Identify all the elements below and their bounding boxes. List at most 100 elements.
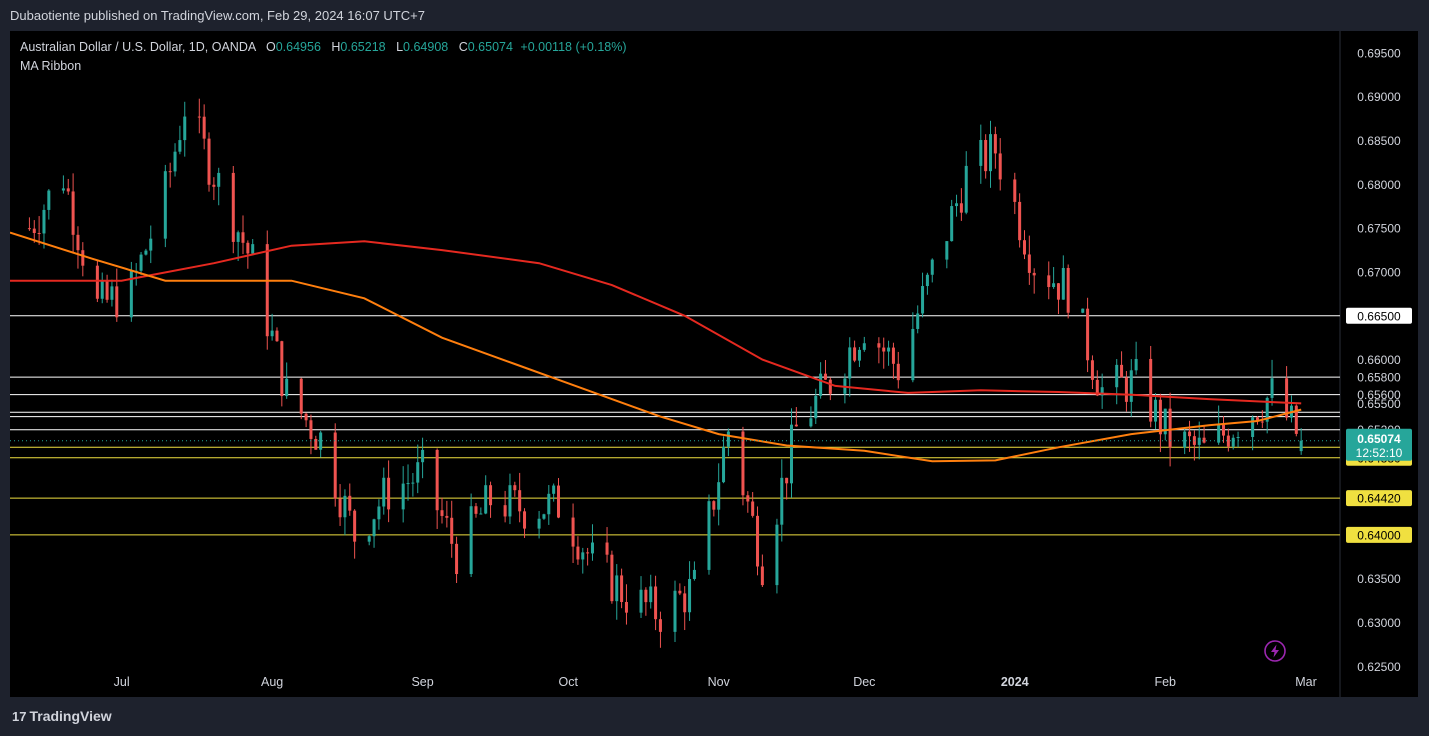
candle-body <box>319 432 323 450</box>
candle-body <box>862 343 866 350</box>
level-price-label: 0.64000 <box>1357 528 1401 542</box>
candle-body <box>251 244 255 254</box>
ma-slow-line <box>10 240 1302 405</box>
candle-body <box>149 238 153 251</box>
candle-body <box>882 347 886 352</box>
candle-body <box>61 188 65 191</box>
x-tick-label: Feb <box>1154 675 1176 689</box>
indicator-label[interactable]: MA Ribbon <box>20 59 82 73</box>
candle-body <box>333 432 337 499</box>
y-tick-label: 0.65600 <box>1357 388 1401 402</box>
level-price-tag <box>1346 490 1412 507</box>
candle-body <box>1299 440 1303 452</box>
lightning-bolt-icon[interactable] <box>1264 640 1286 662</box>
candle-body <box>129 270 133 318</box>
candle-body <box>993 134 997 154</box>
candle-body <box>1251 417 1255 437</box>
candle-body <box>81 250 85 266</box>
candle-body <box>110 286 114 300</box>
candle-body <box>785 477 789 484</box>
x-tick-label: Oct <box>558 675 578 689</box>
last-price-value: 0.65074 <box>1357 432 1401 446</box>
y-tick-label: 0.67500 <box>1357 222 1401 236</box>
last-price-tag <box>1346 428 1412 461</box>
candle-body <box>1158 399 1162 435</box>
candle-body <box>620 575 624 603</box>
candle-body <box>775 524 779 586</box>
candle-body <box>853 347 857 361</box>
candle-body <box>1129 370 1133 402</box>
candle-body <box>163 171 167 239</box>
candle-body <box>654 586 658 620</box>
candle-body <box>338 498 342 518</box>
candle-body <box>945 241 949 260</box>
candle-body <box>450 517 454 544</box>
candle-body <box>989 134 993 172</box>
candle-body <box>1255 417 1259 422</box>
y-tick-label: 0.62500 <box>1357 660 1401 674</box>
high-label: H <box>331 40 341 54</box>
candle-body <box>76 234 80 251</box>
y-tick-label: 0.65500 <box>1357 397 1401 411</box>
candle-body <box>959 203 963 213</box>
candle-body <box>1188 431 1192 437</box>
candle-body <box>440 510 444 516</box>
candle-body <box>37 232 41 234</box>
candle-body <box>780 477 784 525</box>
level-price-tag <box>1346 307 1412 324</box>
candle-body <box>285 378 289 397</box>
candle-body <box>552 485 556 494</box>
x-tick-label: Mar <box>1295 675 1317 689</box>
candle-body <box>183 116 187 141</box>
candle-body <box>590 542 594 554</box>
y-tick-label: 0.67000 <box>1357 265 1401 279</box>
candle-body <box>658 619 662 632</box>
tradingview-logo[interactable]: 17 TradingView <box>12 708 112 724</box>
candle-body <box>984 139 988 172</box>
candle-body <box>236 232 240 242</box>
level-price-tag <box>1346 526 1412 543</box>
candle-body <box>100 281 104 299</box>
candle-body <box>1285 378 1289 418</box>
candle-body <box>1260 421 1264 423</box>
y-tick-label: 0.65800 <box>1357 371 1401 385</box>
candle-body <box>178 140 182 152</box>
candle-body <box>1061 267 1065 300</box>
candle-body <box>421 449 425 463</box>
candle-body <box>1047 275 1051 288</box>
candle-body <box>95 265 99 299</box>
candle-body <box>1090 360 1094 380</box>
candle-body <box>576 546 580 560</box>
candle-body <box>726 431 730 447</box>
x-tick-label: Nov <box>708 675 731 689</box>
candle-body <box>1217 424 1221 443</box>
candle-body <box>1154 399 1158 422</box>
candle-body <box>246 242 250 254</box>
candle-body <box>115 286 119 318</box>
candle-body <box>789 424 794 484</box>
candle-body <box>673 590 677 632</box>
chart-frame[interactable]: 0.665000.650000.648800.644200.640000.695… <box>10 31 1418 697</box>
candle-body <box>1183 431 1187 448</box>
candle-body <box>794 424 798 427</box>
candle-body <box>1022 240 1026 255</box>
candle-body <box>212 184 216 187</box>
countdown-timer: 12:52:10 <box>1356 446 1403 460</box>
candle-body <box>241 232 245 243</box>
tradingview-logo-icon: 17 <box>12 709 27 724</box>
y-tick-label: 0.63500 <box>1357 572 1401 586</box>
y-tick-label: 0.69500 <box>1357 46 1401 60</box>
candle-body <box>105 281 109 300</box>
candle-body <box>372 519 376 537</box>
price-chart[interactable]: 0.665000.650000.648800.644200.640000.695… <box>10 31 1418 697</box>
candle-body <box>877 343 881 348</box>
candle-body <box>649 586 653 603</box>
candle-body <box>683 593 687 613</box>
candle-body <box>275 330 279 342</box>
candle-body <box>353 510 357 542</box>
y-tick-label: 0.69000 <box>1357 90 1401 104</box>
candle-body <box>639 589 643 613</box>
open-value: 0.64956 <box>275 40 321 54</box>
candle-body <box>756 515 760 567</box>
candle-body <box>571 517 575 547</box>
